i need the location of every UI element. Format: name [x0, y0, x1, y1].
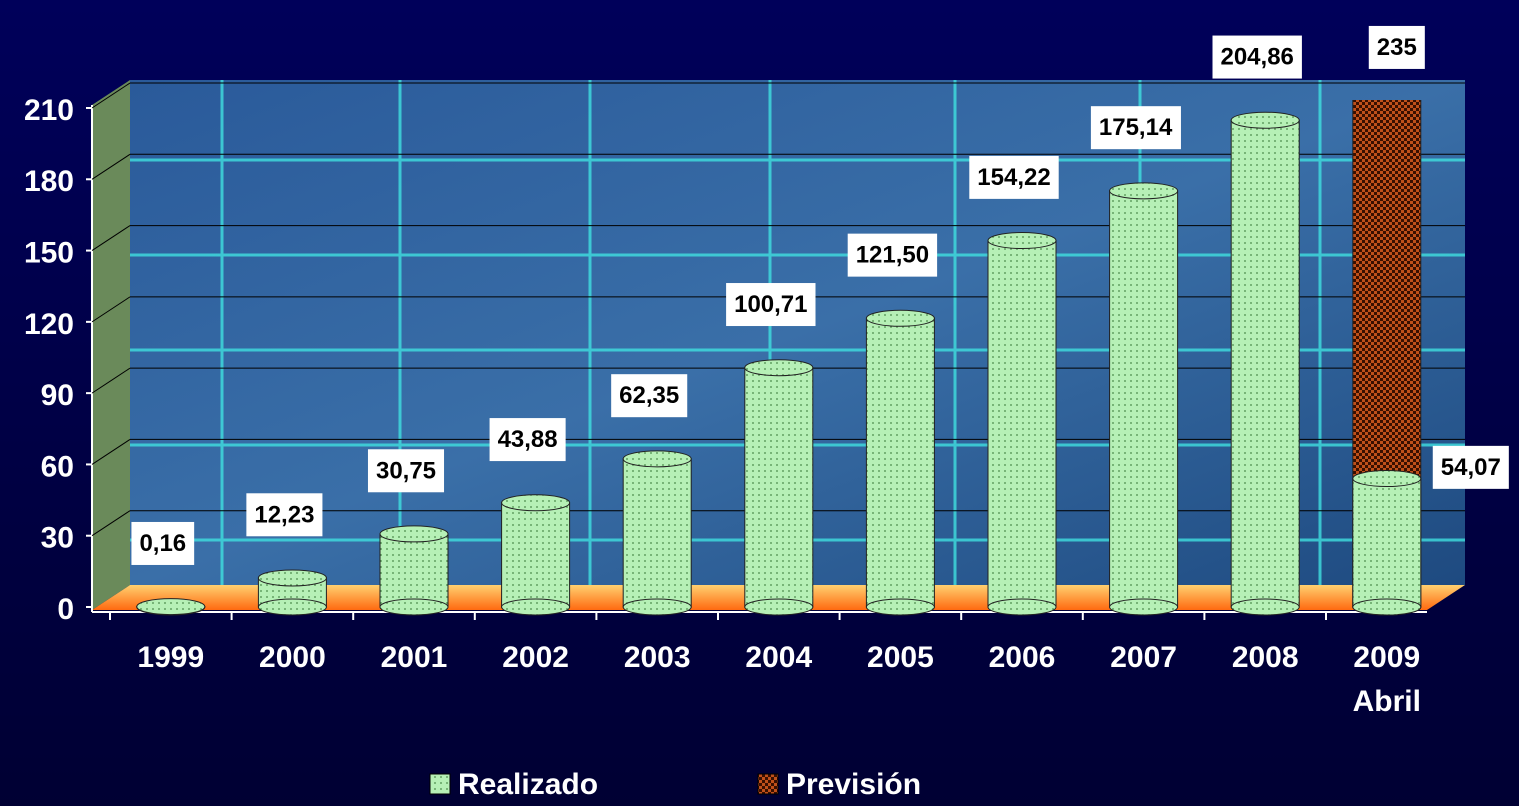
value-label-box	[611, 374, 688, 418]
value-label-box	[246, 493, 323, 537]
bar-top	[622, 450, 692, 468]
legend-swatch	[757, 773, 779, 795]
x-tick-label: 2000	[259, 641, 326, 674]
y-tick-label: 180	[24, 165, 74, 198]
grid-line	[91, 225, 131, 251]
bar-base	[1109, 598, 1179, 616]
value-label: 54,07	[1441, 454, 1501, 481]
x-tick-label: 2007	[1110, 641, 1177, 674]
grid-line	[91, 296, 131, 323]
bar	[622, 450, 692, 616]
side-wall	[92, 80, 130, 610]
bar-top	[136, 598, 206, 616]
bar-top	[257, 569, 327, 587]
value-label: 30,75	[376, 457, 436, 484]
value-label-box	[726, 283, 816, 327]
x-tick-label: 1999	[137, 641, 205, 674]
value-label-box	[969, 155, 1059, 199]
bar-top	[987, 232, 1057, 250]
bar-base	[1352, 598, 1422, 616]
value-label-box	[847, 233, 938, 277]
bar-body	[1352, 478, 1422, 608]
value-label-box	[367, 449, 445, 493]
bar-base	[865, 598, 935, 616]
bar-body	[744, 367, 814, 608]
bar-top	[1230, 111, 1300, 129]
bar	[501, 494, 571, 616]
legend-label: Realizado	[458, 768, 598, 801]
bar-base	[1230, 598, 1300, 616]
grid-line	[91, 510, 131, 537]
bar-top	[379, 525, 449, 543]
value-label-box	[131, 521, 195, 565]
grid-line	[91, 153, 131, 180]
y-tick-label: 90	[41, 379, 74, 412]
x-tick-label: 2006	[988, 641, 1056, 674]
y-tick-label: 0	[57, 593, 74, 626]
value-label-box	[1212, 35, 1302, 79]
bar-top	[865, 309, 935, 327]
grid-line	[91, 82, 131, 109]
value-label-box	[1090, 106, 1181, 150]
x-tick-label: 2009 Abril	[1352, 641, 1421, 718]
bar	[1230, 111, 1300, 616]
bar	[987, 232, 1057, 616]
value-label: 12,23	[254, 501, 314, 528]
grid-line	[91, 367, 131, 394]
bar-base	[744, 598, 814, 616]
x-tick-label: 2001	[380, 641, 448, 674]
bar-body	[865, 317, 935, 608]
value-label: 43,88	[498, 426, 558, 453]
bar	[744, 359, 814, 616]
value-label: 204,86	[1220, 44, 1293, 71]
value-label: 235	[1377, 34, 1417, 61]
bar	[1352, 470, 1422, 616]
x-tick-label: 2008	[1231, 641, 1299, 674]
legend-swatch	[429, 773, 451, 795]
bar	[257, 569, 327, 616]
bar-body	[987, 240, 1057, 608]
x-tick-label: 2003	[623, 641, 691, 674]
value-label: 0,16	[139, 530, 186, 557]
x-tick-label: 2004	[745, 641, 813, 674]
value-label-box	[489, 418, 566, 462]
bar-body	[379, 533, 449, 608]
bar-body	[1109, 190, 1179, 608]
value-label: 62,35	[619, 382, 679, 409]
value-label-box	[1432, 445, 1509, 489]
bar	[379, 525, 449, 616]
bar	[865, 309, 935, 616]
bar-body	[501, 502, 571, 608]
y-tick-label: 30	[41, 522, 74, 555]
bar	[1109, 182, 1179, 616]
bar-top	[744, 359, 814, 377]
bar-body	[1230, 119, 1300, 608]
value-label: 121,50	[856, 242, 929, 269]
x-tick-label: 2005	[867, 641, 934, 674]
bar	[136, 598, 206, 616]
value-label: 175,14	[1099, 114, 1173, 141]
bar-base	[379, 598, 449, 616]
y-tick-label: 210	[24, 94, 74, 127]
y-tick-label: 120	[24, 308, 74, 341]
grid-line	[91, 439, 131, 465]
value-label: 100,71	[734, 291, 807, 318]
value-label-box	[1368, 25, 1425, 69]
x-tick-label: 2002	[502, 641, 569, 674]
bar-base	[501, 598, 571, 616]
bars	[136, 100, 1422, 616]
bar-top	[1352, 470, 1422, 488]
bar-base	[257, 598, 327, 616]
value-label: 154,22	[977, 164, 1050, 191]
legend-label: Previsión	[786, 768, 921, 801]
y-tick-label: 150	[24, 236, 74, 269]
bar-top	[1109, 182, 1179, 200]
bar-body	[622, 458, 692, 608]
y-tick-label: 60	[41, 450, 74, 483]
bar-base	[622, 598, 692, 616]
bar-base	[987, 598, 1057, 616]
bar-top	[501, 494, 571, 512]
